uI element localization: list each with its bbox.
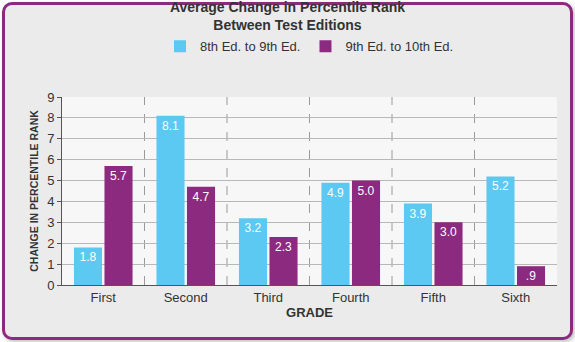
svg-text:5.7: 5.7 bbox=[110, 169, 127, 183]
svg-text:GRADE: GRADE bbox=[286, 305, 333, 320]
svg-text:4: 4 bbox=[47, 194, 54, 209]
svg-text:5: 5 bbox=[47, 173, 54, 188]
svg-text:3.9: 3.9 bbox=[409, 207, 426, 221]
svg-text:5.2: 5.2 bbox=[492, 179, 509, 193]
svg-text:2: 2 bbox=[47, 236, 54, 251]
svg-text:3.0: 3.0 bbox=[440, 225, 457, 239]
svg-text:CHANGE IN PERCENTILE RANK: CHANGE IN PERCENTILE RANK bbox=[28, 110, 40, 272]
svg-text:.9: .9 bbox=[526, 269, 536, 283]
svg-text:8th Ed. to 9th Ed.: 8th Ed. to 9th Ed. bbox=[200, 39, 300, 54]
svg-text:9th Ed. to 10th Ed.: 9th Ed. to 10th Ed. bbox=[345, 39, 453, 54]
svg-text:Average Change in Percentile R: Average Change in Percentile RankBetween… bbox=[170, 0, 405, 33]
svg-text:8: 8 bbox=[47, 110, 54, 125]
svg-text:3: 3 bbox=[47, 215, 54, 230]
svg-text:4.7: 4.7 bbox=[193, 190, 210, 204]
svg-text:2.3: 2.3 bbox=[275, 240, 292, 254]
svg-text:Third: Third bbox=[253, 290, 283, 305]
svg-text:Fifth: Fifth bbox=[421, 290, 446, 305]
svg-text:Sixth: Sixth bbox=[501, 290, 530, 305]
svg-text:1.8: 1.8 bbox=[79, 250, 96, 264]
svg-text:5.0: 5.0 bbox=[358, 184, 375, 198]
svg-text:6: 6 bbox=[47, 152, 54, 167]
svg-text:4.9: 4.9 bbox=[327, 186, 344, 200]
svg-text:0: 0 bbox=[47, 278, 54, 293]
svg-text:7: 7 bbox=[47, 131, 54, 146]
svg-text:8.1: 8.1 bbox=[162, 119, 179, 133]
svg-text:9: 9 bbox=[47, 90, 54, 105]
svg-text:First: First bbox=[91, 290, 117, 305]
svg-text:Fourth: Fourth bbox=[332, 290, 370, 305]
svg-text:Second: Second bbox=[164, 290, 208, 305]
svg-text:1: 1 bbox=[47, 257, 54, 272]
svg-text:3.2: 3.2 bbox=[244, 221, 261, 235]
